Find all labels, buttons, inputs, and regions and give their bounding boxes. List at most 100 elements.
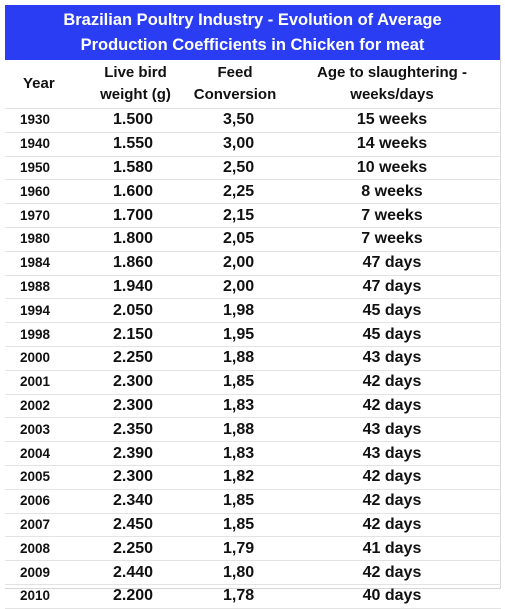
- table-row: 2001 2.300 1,85 42 days: [5, 370, 501, 395]
- age-cell: 7 weeks: [283, 203, 501, 228]
- header-feed-line-2: Conversion: [193, 86, 277, 103]
- weight-cell: 1.500: [84, 108, 187, 133]
- header-age-line-1: Age to slaughtering -: [317, 63, 467, 81]
- year-cell: 1994: [5, 298, 84, 324]
- year-cell: 1970: [5, 203, 84, 228]
- feed-cell: 1,80: [187, 560, 283, 585]
- header-year-label: Year: [23, 74, 55, 92]
- weight-cell: 1.550: [84, 132, 187, 157]
- table-row: 1950 1.580 2,50 10 weeks: [5, 156, 501, 181]
- weight-cell: 1.800: [84, 227, 187, 252]
- feed-cell: 1,79: [187, 536, 283, 562]
- title-line-1: Brazilian Poultry Industry - Evolution o…: [63, 11, 442, 29]
- feed-cell: 2,00: [187, 251, 283, 276]
- year-cell: 2008: [5, 536, 84, 562]
- year-cell: 2003: [5, 417, 84, 443]
- weight-cell: 2.200: [84, 584, 187, 609]
- feed-cell: 2,00: [187, 275, 283, 300]
- feed-cell: 2,50: [187, 156, 283, 181]
- age-cell: 43 days: [283, 441, 501, 466]
- feed-cell: 3,00: [187, 132, 283, 157]
- feed-cell: 1,85: [187, 513, 283, 538]
- table-row: 2010 2.200 1,78 40 days: [5, 584, 501, 609]
- year-cell: 2006: [5, 489, 84, 514]
- table-row: 2009 2.440 1,80 42 days: [5, 560, 501, 585]
- age-cell: 43 days: [283, 346, 501, 371]
- age-cell: 41 days: [283, 536, 501, 562]
- title-line-2: Production Coefficients in Chicken for m…: [80, 36, 425, 54]
- age-cell: 43 days: [283, 417, 501, 443]
- feed-cell: 1,85: [187, 489, 283, 514]
- table-row: 2005 2.300 1,82 42 days: [5, 465, 501, 490]
- feed-cell: 1,85: [187, 370, 283, 395]
- table-row: 2003 2.350 1,88 43 days: [5, 417, 501, 443]
- year-cell: 1984: [5, 251, 84, 276]
- header-weight-line-1: Live bird: [104, 63, 167, 81]
- table-row: 2004 2.390 1,83 43 days: [5, 441, 501, 466]
- weight-cell: 1.940: [84, 275, 187, 300]
- age-cell: 42 days: [283, 513, 501, 538]
- year-cell: 1940: [5, 132, 84, 157]
- feed-cell: 1,95: [187, 322, 283, 347]
- age-cell: 47 days: [283, 275, 501, 300]
- age-cell: 42 days: [283, 465, 501, 490]
- header-weight-line-2: weight (g): [100, 86, 171, 103]
- year-cell: 2001: [5, 370, 84, 395]
- table-row: 1988 1.940 2,00 47 days: [5, 275, 501, 300]
- year-cell: 1998: [5, 322, 84, 347]
- feed-cell: 1,83: [187, 394, 283, 419]
- feed-cell: 2,05: [187, 227, 283, 252]
- age-cell: 45 days: [283, 298, 501, 324]
- table-row: 1930 1.500 3,50 15 weeks: [5, 108, 501, 133]
- table-row: 1994 2.050 1,98 45 days: [5, 298, 501, 324]
- production-coefficients-table: Year Live bird weight (g) Feed Conversio…: [5, 60, 501, 609]
- age-cell: 42 days: [283, 370, 501, 395]
- feed-cell: 1,88: [187, 346, 283, 371]
- weight-cell: 1.860: [84, 251, 187, 276]
- table-frame: Brazilian Poultry Industry - Evolution o…: [5, 5, 501, 609]
- feed-cell: 1,98: [187, 298, 283, 324]
- weight-cell: 1.700: [84, 203, 187, 228]
- table-row: 1970 1.700 2,15 7 weeks: [5, 203, 501, 228]
- weight-cell: 2.450: [84, 513, 187, 538]
- year-cell: 2005: [5, 465, 84, 490]
- header-age-line-2: weeks/days: [350, 86, 434, 103]
- weight-cell: 2.300: [84, 465, 187, 490]
- feed-cell: 1,78: [187, 584, 283, 609]
- year-cell: 1930: [5, 108, 84, 133]
- table-title: Brazilian Poultry Industry - Evolution o…: [5, 5, 500, 60]
- header-row: Year Live bird weight (g) Feed Conversio…: [5, 60, 501, 109]
- table-body: 1930 1.500 3,50 15 weeks 1940 1.550 3,00…: [5, 108, 501, 609]
- table-row: 2002 2.300 1,83 42 days: [5, 394, 501, 419]
- age-cell: 42 days: [283, 560, 501, 585]
- year-cell: 1980: [5, 227, 84, 252]
- weight-cell: 2.340: [84, 489, 187, 514]
- feed-cell: 2,15: [187, 203, 283, 228]
- weight-cell: 2.350: [84, 417, 187, 443]
- year-cell: 1950: [5, 156, 84, 181]
- table-row: 1980 1.800 2,05 7 weeks: [5, 227, 501, 252]
- feed-cell: 1,82: [187, 465, 283, 490]
- weight-cell: 2.440: [84, 560, 187, 585]
- age-cell: 40 days: [283, 584, 501, 609]
- year-cell: 2009: [5, 560, 84, 585]
- weight-cell: 1.580: [84, 156, 187, 181]
- year-cell: 1960: [5, 179, 84, 205]
- weight-cell: 1.600: [84, 179, 187, 205]
- header-feed: Feed Conversion: [187, 60, 283, 109]
- table-row: 2000 2.250 1,88 43 days: [5, 346, 501, 371]
- weight-cell: 2.250: [84, 536, 187, 562]
- weight-cell: 2.300: [84, 370, 187, 395]
- weight-cell: 2.390: [84, 441, 187, 466]
- age-cell: 42 days: [283, 489, 501, 514]
- table-row: 1998 2.150 1,95 45 days: [5, 322, 501, 347]
- feed-cell: 3,50: [187, 108, 283, 133]
- year-cell: 2004: [5, 441, 84, 466]
- age-cell: 45 days: [283, 322, 501, 347]
- age-cell: 7 weeks: [283, 227, 501, 252]
- header-year: Year: [5, 60, 84, 109]
- weight-cell: 2.250: [84, 346, 187, 371]
- header-feed-line-1: Feed: [217, 63, 253, 81]
- table-row: 1984 1.860 2,00 47 days: [5, 251, 501, 276]
- header-weight: Live bird weight (g): [84, 60, 187, 109]
